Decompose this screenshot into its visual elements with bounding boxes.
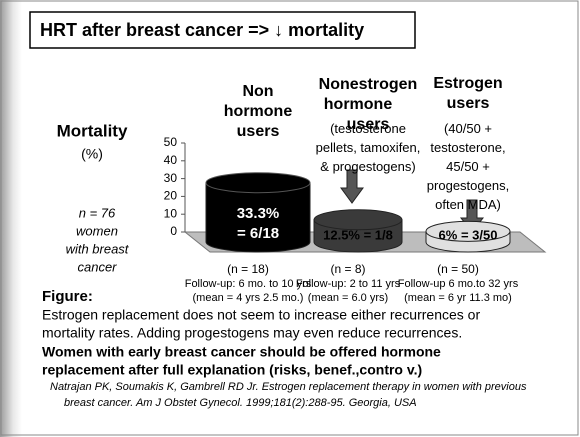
- y-tick-label: 0: [170, 224, 177, 238]
- annotation: with breast: [66, 241, 130, 256]
- y-axis-unit: (%): [81, 146, 103, 162]
- citation: breast cancer. Am J Obstet Gynecol. 1999…: [64, 397, 417, 409]
- bar-top: [425, 220, 511, 242]
- conclusion: Women with early breast cancer should be…: [42, 344, 441, 360]
- annotation: n = 76: [79, 205, 116, 220]
- y-tick-label: 20: [164, 189, 178, 203]
- conclusion: replacement after full explanation (risk…: [42, 362, 422, 378]
- annotation: women: [76, 223, 118, 238]
- sample-size: (n = 18): [227, 262, 269, 276]
- slide-title: HRT after breast cancer => ↓ mortality: [40, 20, 364, 40]
- category-note: (40/50 + testosterone, 45/50 + progestogens…: [427, 121, 509, 212]
- figure-label: Figure:: [42, 288, 93, 305]
- follow-up: (mean = 4 yrs 2.5 mo.): [193, 292, 304, 304]
- follow-up: Follow-up: 2 to 11 yrs: [296, 278, 401, 290]
- y-tick-label: 50: [164, 135, 178, 149]
- side-band: [0, 0, 22, 437]
- bar: [205, 182, 311, 253]
- follow-up: (mean = 6.0 yrs): [308, 292, 388, 304]
- follow-up: (mean = 6 yr 11.3 mo): [404, 292, 512, 304]
- body-text: mortality rates. Adding progestogens may…: [42, 325, 462, 341]
- category-label: Estrogen users: [433, 75, 502, 112]
- annotation: cancer: [77, 259, 117, 274]
- value-label: 6% = 3/50: [439, 227, 498, 242]
- follow-up: Follow-up 6 mo.to 32 yrs: [398, 278, 519, 290]
- body-text: Estrogen replacement does not seem to in…: [42, 307, 480, 323]
- y-tick-label: 10: [164, 206, 178, 220]
- y-tick-label: 30: [164, 171, 178, 185]
- category-label: Non hormone users: [224, 83, 293, 140]
- title-box: [29, 11, 416, 49]
- arrow: [340, 169, 364, 204]
- value-label: 33.3%: [237, 205, 280, 222]
- citation: Natrajan PK, Soumakis K, Gambrell RD Jr.…: [50, 381, 527, 393]
- y-tick-label: 40: [164, 153, 178, 167]
- follow-up: Follow-up: 6 mo. to 10 yrs: [185, 278, 312, 290]
- bar-top: [205, 172, 311, 194]
- category-label: Nonestrogen hormone users: [319, 76, 418, 133]
- sample-size: (n = 50): [437, 262, 479, 276]
- sample-size: (n = 8): [330, 262, 365, 276]
- category-note: (testosterone pellets, tamoxifen, & proges…: [316, 121, 421, 174]
- bar-top: [313, 209, 403, 231]
- value-label: = 6/18: [237, 225, 279, 242]
- y-axis-label: Mortality: [57, 121, 128, 140]
- value-label: 12.5% = 1/8: [323, 227, 393, 242]
